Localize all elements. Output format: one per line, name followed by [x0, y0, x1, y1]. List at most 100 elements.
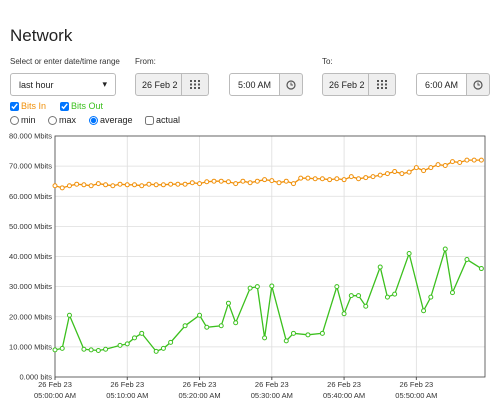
data-point: [139, 183, 145, 189]
mode-label: actual: [156, 115, 181, 125]
data-point: [197, 181, 203, 187]
data-point: [182, 323, 188, 329]
data-point: [269, 178, 275, 184]
data-point: [233, 320, 239, 326]
range-select-value: last hour: [19, 79, 54, 90]
clock-icon: [473, 79, 483, 90]
data-point: [110, 183, 116, 189]
checkbox[interactable]: [60, 101, 69, 111]
data-point: [189, 180, 195, 186]
data-point: [384, 294, 390, 300]
from-clock-button[interactable]: [279, 73, 303, 96]
data-point: [168, 181, 174, 187]
data-point: [356, 293, 362, 299]
mode-option[interactable]: actual: [145, 115, 180, 125]
data-point: [449, 290, 455, 296]
data-point: [327, 177, 333, 183]
series-toggle[interactable]: Bits Out: [60, 101, 103, 111]
data-point: [204, 324, 210, 330]
data-point: [88, 183, 94, 189]
mode-label: min: [21, 115, 36, 125]
data-point: [377, 264, 383, 270]
data-point: [254, 178, 260, 184]
to-date[interactable]: 26 Feb 2: [322, 73, 369, 96]
data-point: [305, 175, 311, 181]
radio[interactable]: [89, 115, 98, 125]
data-point: [449, 159, 455, 165]
mode-option[interactable]: average: [89, 115, 133, 125]
data-point: [442, 246, 448, 252]
data-point: [290, 181, 296, 187]
data-point: [146, 181, 152, 187]
data-point: [370, 174, 376, 180]
data-point: [103, 346, 109, 352]
mode-option[interactable]: max: [48, 115, 76, 125]
data-point: [52, 183, 58, 189]
data-point: [334, 176, 340, 182]
data-point: [312, 176, 318, 182]
y-tick-label: 60.000 Mbits: [9, 192, 52, 201]
range-select[interactable]: last hour ▾: [10, 73, 116, 96]
mode-label: max: [59, 115, 77, 125]
radio[interactable]: [10, 115, 19, 125]
x-tick-label: 26 Feb 23 05:30:00 AM: [250, 380, 293, 400]
data-point: [168, 339, 174, 345]
data-point: [478, 266, 484, 272]
data-point: [117, 181, 123, 187]
data-point: [160, 182, 166, 188]
radio[interactable]: [48, 115, 57, 125]
from-calendar-button[interactable]: [181, 73, 209, 96]
series-toggle[interactable]: Bits In: [10, 101, 46, 111]
data-point: [131, 335, 137, 341]
data-point: [139, 330, 145, 336]
y-tick-label: 40.000 Mbits: [9, 252, 52, 261]
to-clock-button[interactable]: [466, 73, 490, 96]
data-point: [182, 181, 188, 187]
data-point: [356, 176, 362, 182]
from-time[interactable]: 5:00 AM: [229, 73, 280, 96]
y-tick-label: 30.000 Mbits: [9, 282, 52, 291]
calendar-icon: [377, 80, 387, 89]
legend-entry: Bits Out: [71, 101, 104, 111]
data-point: [298, 175, 304, 181]
data-point: [117, 342, 123, 348]
data-point: [392, 169, 398, 175]
data-point: [319, 330, 325, 336]
legend-entry: Bits In: [21, 101, 47, 111]
data-point: [283, 338, 289, 344]
data-point: [81, 182, 87, 188]
data-point: [52, 347, 58, 353]
page-title: Network: [10, 26, 73, 45]
from-date[interactable]: 26 Feb 2: [135, 73, 182, 96]
checkbox[interactable]: [10, 101, 19, 111]
data-point: [384, 171, 390, 177]
data-point: [421, 168, 427, 174]
data-point: [406, 169, 412, 175]
data-point: [435, 162, 441, 168]
data-point: [406, 250, 412, 256]
y-tick-label: 70.000 Mbits: [9, 162, 52, 171]
y-tick-label: 0.000 bits: [19, 373, 52, 382]
data-point: [283, 178, 289, 184]
data-point: [247, 285, 253, 291]
to-calendar-button[interactable]: [368, 73, 396, 96]
data-point: [471, 157, 477, 163]
x-tick-label: 26 Feb 23 05:40:00 AM: [323, 380, 366, 400]
data-point: [124, 182, 130, 188]
data-point: [153, 348, 159, 354]
x-tick-label: 26 Feb 23 05:50:00 AM: [395, 380, 438, 400]
data-point: [262, 177, 268, 183]
data-point: [233, 181, 239, 187]
mode-option[interactable]: min: [10, 115, 36, 125]
data-point: [247, 180, 253, 186]
data-point: [131, 182, 137, 188]
data-point: [341, 177, 347, 183]
checkbox[interactable]: [145, 115, 154, 125]
data-point: [305, 332, 311, 338]
data-point: [74, 181, 80, 187]
data-point: [363, 303, 369, 309]
to-time[interactable]: 6:00 AM: [416, 73, 467, 96]
x-tick-label: 26 Feb 23 05:20:00 AM: [178, 380, 221, 400]
data-point: [421, 308, 427, 314]
